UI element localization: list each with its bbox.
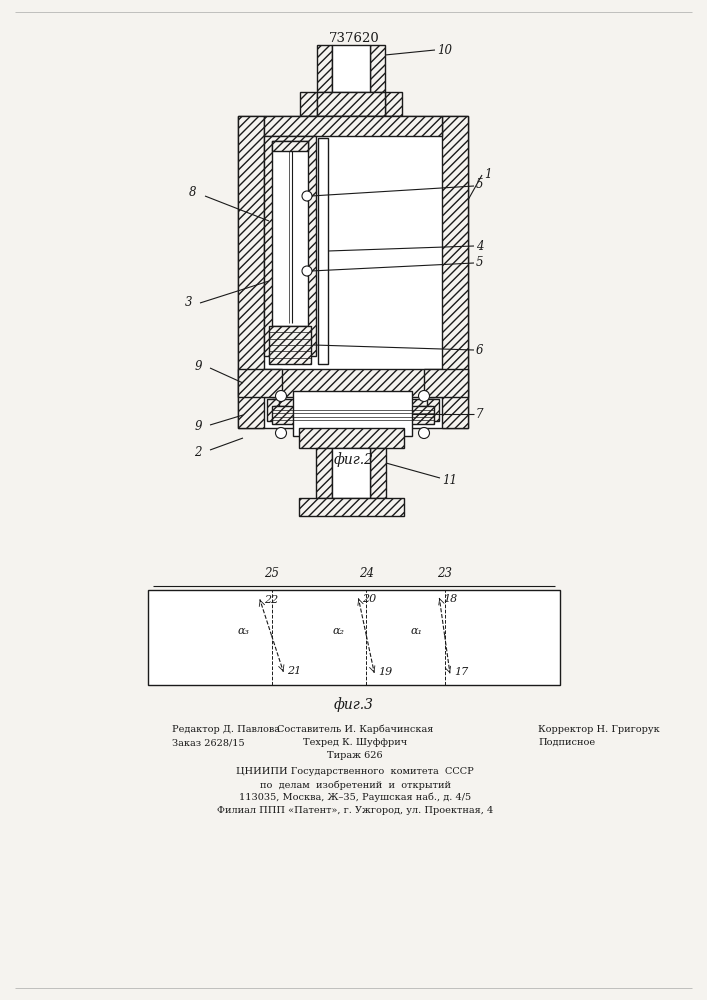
Bar (417, 406, 431, 421)
Circle shape (419, 428, 429, 438)
Circle shape (302, 191, 312, 201)
Bar (238, 116, 264, 428)
Bar (264, 136, 316, 356)
Text: 9: 9 (194, 360, 202, 372)
Text: α₃: α₃ (238, 626, 250, 636)
Text: 1: 1 (484, 168, 491, 182)
Text: 9: 9 (194, 420, 202, 434)
Text: 8: 8 (189, 186, 196, 200)
Circle shape (276, 390, 286, 401)
Bar (272, 399, 434, 421)
Text: фиг.3: фиг.3 (334, 698, 374, 712)
Bar (272, 141, 308, 151)
Text: 113035, Москва, Ж–35, Раушская наб., д. 4/5: 113035, Москва, Ж–35, Раушская наб., д. … (239, 793, 471, 802)
Text: ЦНИИПИ Государственного  комитета  СССР: ЦНИИПИ Государственного комитета СССР (236, 767, 474, 776)
Bar (424, 369, 468, 397)
Bar (332, 45, 370, 92)
Text: 18: 18 (443, 594, 457, 604)
Text: 737620: 737620 (329, 31, 380, 44)
Text: 4: 4 (476, 239, 484, 252)
Text: Корректор Н. Григорук: Корректор Н. Григорук (538, 725, 660, 734)
Bar (318, 138, 328, 364)
Circle shape (276, 428, 286, 438)
Bar (148, 590, 560, 685)
Text: Техред К. Шуффрич: Техред К. Шуффрич (303, 738, 407, 747)
Bar (293, 391, 412, 436)
Bar (238, 116, 468, 428)
Text: 5: 5 (476, 178, 484, 192)
Bar (332, 448, 370, 498)
Bar (299, 498, 404, 516)
Bar (317, 92, 385, 116)
Text: Филиал ППП «Патент», г. Ужгород, ул. Проектная, 4: Филиал ППП «Патент», г. Ужгород, ул. Про… (217, 806, 493, 815)
Text: 2: 2 (194, 446, 202, 458)
Text: α₁: α₁ (411, 626, 423, 636)
Text: α₂: α₂ (332, 626, 344, 636)
Circle shape (302, 266, 312, 276)
Bar (370, 45, 385, 92)
Text: 25: 25 (264, 567, 279, 580)
Bar (272, 141, 308, 326)
Bar (442, 116, 468, 428)
Text: 22: 22 (264, 595, 278, 605)
Text: 7: 7 (476, 408, 484, 420)
Text: Составитель И. Карбачинская: Составитель И. Карбачинская (277, 725, 433, 734)
Text: Редактор Д. Павлова: Редактор Д. Павлова (172, 725, 280, 734)
Bar (267, 399, 279, 421)
Text: 5: 5 (476, 256, 484, 269)
Bar (264, 116, 442, 136)
Text: 3: 3 (185, 296, 192, 310)
Text: фиг.2: фиг.2 (334, 453, 374, 467)
Text: 23: 23 (437, 567, 452, 580)
Text: 11: 11 (442, 475, 457, 488)
Text: 21: 21 (287, 666, 302, 676)
Bar (300, 92, 317, 116)
Bar (427, 399, 439, 421)
Bar (269, 326, 311, 364)
Bar (385, 92, 402, 116)
Text: 10: 10 (437, 43, 452, 56)
Bar (370, 448, 386, 498)
Text: 20: 20 (363, 594, 377, 604)
Text: Подписное: Подписное (538, 738, 595, 747)
Text: 19: 19 (378, 667, 392, 677)
Text: 17: 17 (454, 667, 468, 677)
Bar (274, 406, 288, 421)
Text: 6: 6 (476, 344, 484, 357)
Bar (272, 406, 434, 424)
Circle shape (419, 390, 429, 401)
Text: по  делам  изобретений  и  открытий: по делам изобретений и открытий (259, 780, 450, 790)
Text: Тираж 626: Тираж 626 (327, 751, 382, 760)
Bar (238, 369, 282, 397)
Text: 24: 24 (359, 567, 374, 580)
Bar (299, 428, 404, 448)
Bar (264, 369, 442, 397)
Bar (317, 45, 332, 92)
Bar (316, 448, 332, 498)
Text: Заказ 2628/15: Заказ 2628/15 (172, 738, 245, 747)
